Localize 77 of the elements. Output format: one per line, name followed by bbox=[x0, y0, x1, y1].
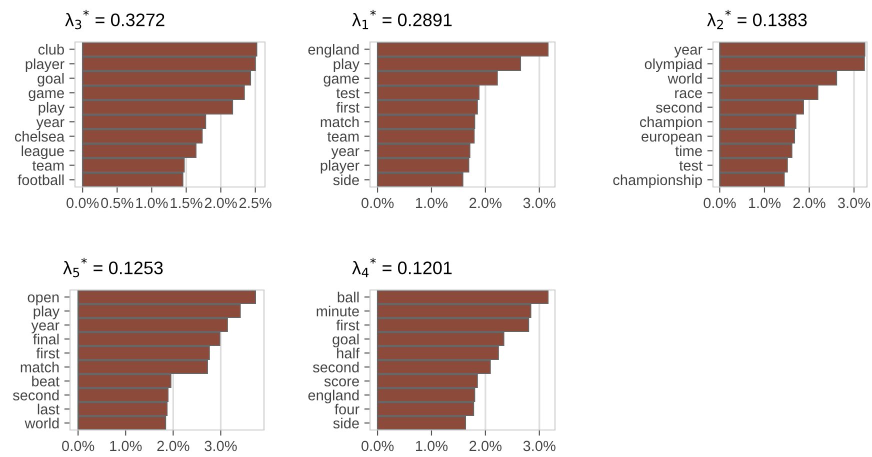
y-tick-label: player bbox=[320, 160, 360, 174]
y-tick-label: race bbox=[675, 90, 702, 98]
y-tick-label: play bbox=[34, 306, 60, 320]
y-tick-label: play bbox=[38, 102, 65, 116]
chart-title: λ$_{4}$$^{*}$ = 0.1201 bbox=[352, 258, 452, 278]
y-tick-label: side bbox=[333, 418, 359, 428]
y-tick-label: goal bbox=[332, 334, 359, 348]
y-tick-label: score bbox=[324, 378, 359, 386]
y-tick-label: england bbox=[308, 44, 359, 58]
y-tick-label: final bbox=[33, 334, 59, 344]
y-tick-label: open bbox=[28, 294, 59, 306]
x-tick-label: 0.0% bbox=[362, 198, 394, 208]
y-tick-label: goal bbox=[38, 72, 64, 87]
y-tick-label: time bbox=[675, 145, 702, 156]
y-tick-label: team bbox=[327, 132, 359, 142]
x-tick-label: 2.0% bbox=[793, 198, 826, 208]
y-tick-label: test bbox=[336, 88, 360, 98]
y-tick-label: club bbox=[38, 44, 64, 55]
chart-title: λ$_{1}$$^{*}$ = 0.2891 bbox=[352, 10, 452, 30]
x-tick-label: 1.0% bbox=[136, 198, 168, 208]
x-tick-label: 2.5% bbox=[239, 198, 272, 208]
chart-title: λ$_{5}$$^{*}$ = 0.1253 bbox=[63, 258, 163, 278]
y-tick-label: year bbox=[31, 322, 60, 334]
y-tick-label: game bbox=[28, 90, 64, 102]
x-tick-label: 2.0% bbox=[204, 198, 237, 208]
y-tick-label: year bbox=[674, 46, 702, 58]
x-tick-label: 0.0% bbox=[62, 440, 94, 452]
x-tick-label: 0.0% bbox=[362, 440, 394, 452]
y-tick-label: play bbox=[334, 58, 360, 72]
y-tick-label: match bbox=[20, 362, 59, 372]
y-tick-label: second bbox=[12, 390, 59, 400]
y-tick-label: football bbox=[18, 174, 64, 186]
y-tick-label: four bbox=[334, 404, 360, 414]
y-tick-label: second bbox=[312, 362, 359, 372]
y-tick-label: first bbox=[36, 348, 60, 358]
y-tick-label: european bbox=[642, 134, 702, 145]
y-tick-label: game bbox=[324, 76, 359, 87]
y-tick-label: minute bbox=[316, 306, 359, 316]
y-tick-label: first bbox=[336, 320, 360, 330]
y-tick-label: year bbox=[36, 119, 64, 130]
x-tick-label: 2.0% bbox=[470, 440, 502, 452]
y-tick-label: england bbox=[308, 390, 359, 404]
x-tick-label: 3.0% bbox=[523, 440, 556, 452]
y-tick-label: second bbox=[656, 102, 702, 113]
x-tick-label: 1.0% bbox=[748, 198, 781, 208]
x-tick-label: 3.0% bbox=[838, 198, 870, 208]
y-tick-label: player bbox=[26, 58, 64, 72]
x-tick-label: 0.0% bbox=[66, 198, 99, 208]
x-tick-label: 3.0% bbox=[204, 440, 237, 452]
y-tick-label: league bbox=[22, 145, 64, 160]
y-tick-label: ball bbox=[338, 292, 359, 302]
x-tick-label: 1.5% bbox=[170, 198, 202, 208]
y-tick-label: first bbox=[336, 102, 360, 113]
y-tick-label: match bbox=[320, 116, 359, 128]
x-tick-label: 2.0% bbox=[157, 440, 190, 452]
y-tick-label: side bbox=[333, 174, 359, 186]
y-tick-label: chelsea bbox=[14, 130, 65, 142]
y-tick-label: championship bbox=[613, 174, 702, 188]
x-tick-label: 1.0% bbox=[416, 440, 448, 452]
y-tick-label: year bbox=[331, 148, 360, 160]
y-tick-label: test bbox=[679, 161, 702, 171]
y-tick-label: last bbox=[38, 404, 60, 414]
y-tick-label: champion bbox=[640, 116, 702, 130]
y-tick-label: half bbox=[337, 348, 360, 358]
y-tick-label: beat bbox=[32, 376, 60, 386]
y-tick-label: world bbox=[668, 72, 702, 84]
chart-title: λ$_{2}$$^{*}$ = 0.1383 bbox=[707, 10, 807, 30]
x-tick-label: 0.5% bbox=[101, 198, 134, 208]
x-tick-label: 1.0% bbox=[416, 198, 448, 208]
chart-title: λ$_{3}$$^{*}$ = 0.3272 bbox=[65, 10, 164, 30]
x-tick-label: 0.0% bbox=[704, 198, 736, 208]
x-tick-label: 2.0% bbox=[470, 198, 502, 208]
y-tick-label: world bbox=[24, 418, 59, 428]
y-tick-label: olympiad bbox=[644, 58, 702, 72]
y-tick-label: team bbox=[32, 161, 64, 171]
x-tick-label: 3.0% bbox=[523, 198, 556, 208]
x-tick-label: 1.0% bbox=[110, 440, 142, 452]
